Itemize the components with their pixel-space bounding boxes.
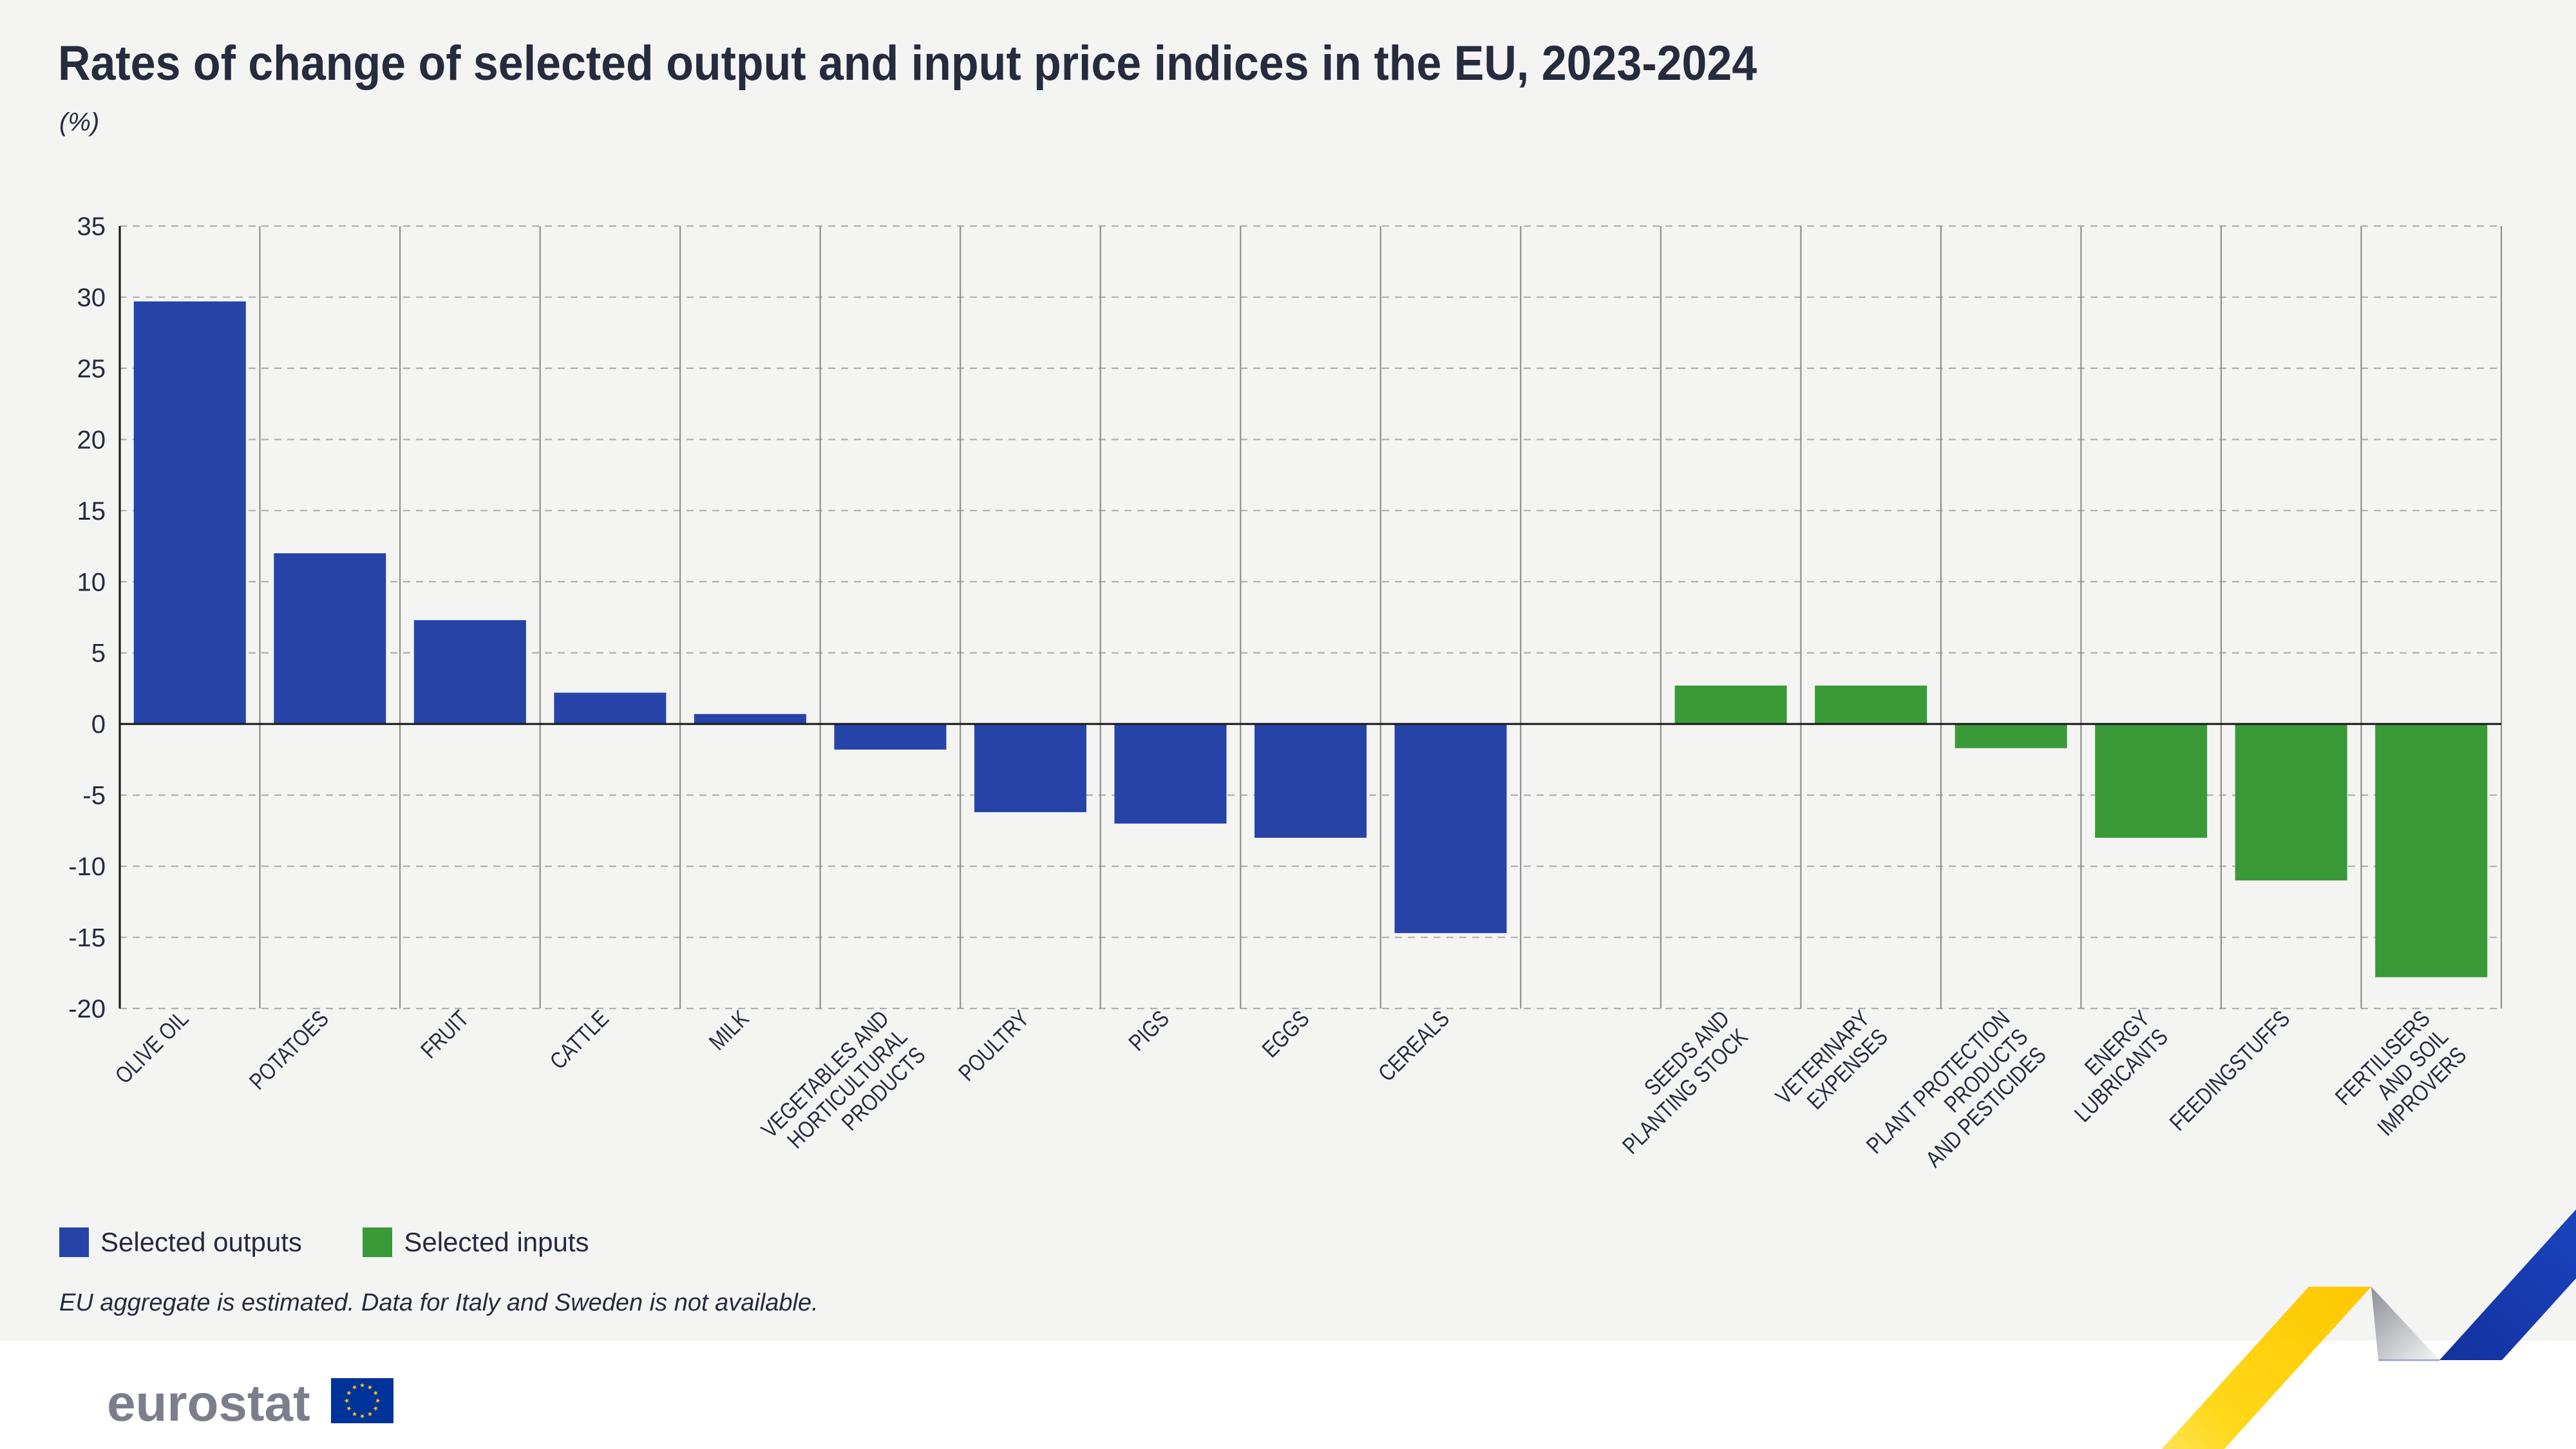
svg-text:25: 25 (77, 355, 106, 383)
svg-text:35: 35 (77, 213, 106, 241)
svg-text:15: 15 (77, 497, 106, 526)
svg-text:FRUIT: FRUIT (415, 1005, 473, 1063)
svg-text:FEEDINGSTUFFS: FEEDINGSTUFFS (2164, 1005, 2295, 1135)
svg-text:MILK: MILK (704, 1005, 753, 1055)
svg-text:20: 20 (77, 426, 106, 454)
svg-text:PIGS: PIGS (1123, 1005, 1173, 1056)
svg-text:eurostat: eurostat (107, 1374, 310, 1432)
svg-text:-20: -20 (68, 995, 106, 1023)
svg-text:0: 0 (91, 710, 106, 739)
svg-text:OLIVE OIL: OLIVE OIL (110, 1005, 194, 1089)
svg-text:-10: -10 (68, 853, 106, 881)
svg-text:10: 10 (77, 568, 106, 596)
svg-text:-15: -15 (68, 924, 106, 952)
svg-text:EGGS: EGGS (1257, 1005, 1314, 1063)
svg-text:CATTLE: CATTLE (545, 1005, 614, 1074)
svg-text:30: 30 (77, 283, 106, 312)
svg-text:POULTRY: POULTRY (953, 1005, 1034, 1086)
svg-text:5: 5 (91, 639, 106, 668)
svg-text:POTATOES: POTATOES (244, 1005, 334, 1095)
svg-text:-5: -5 (82, 782, 106, 810)
svg-text:CEREALS: CEREALS (1373, 1005, 1454, 1086)
